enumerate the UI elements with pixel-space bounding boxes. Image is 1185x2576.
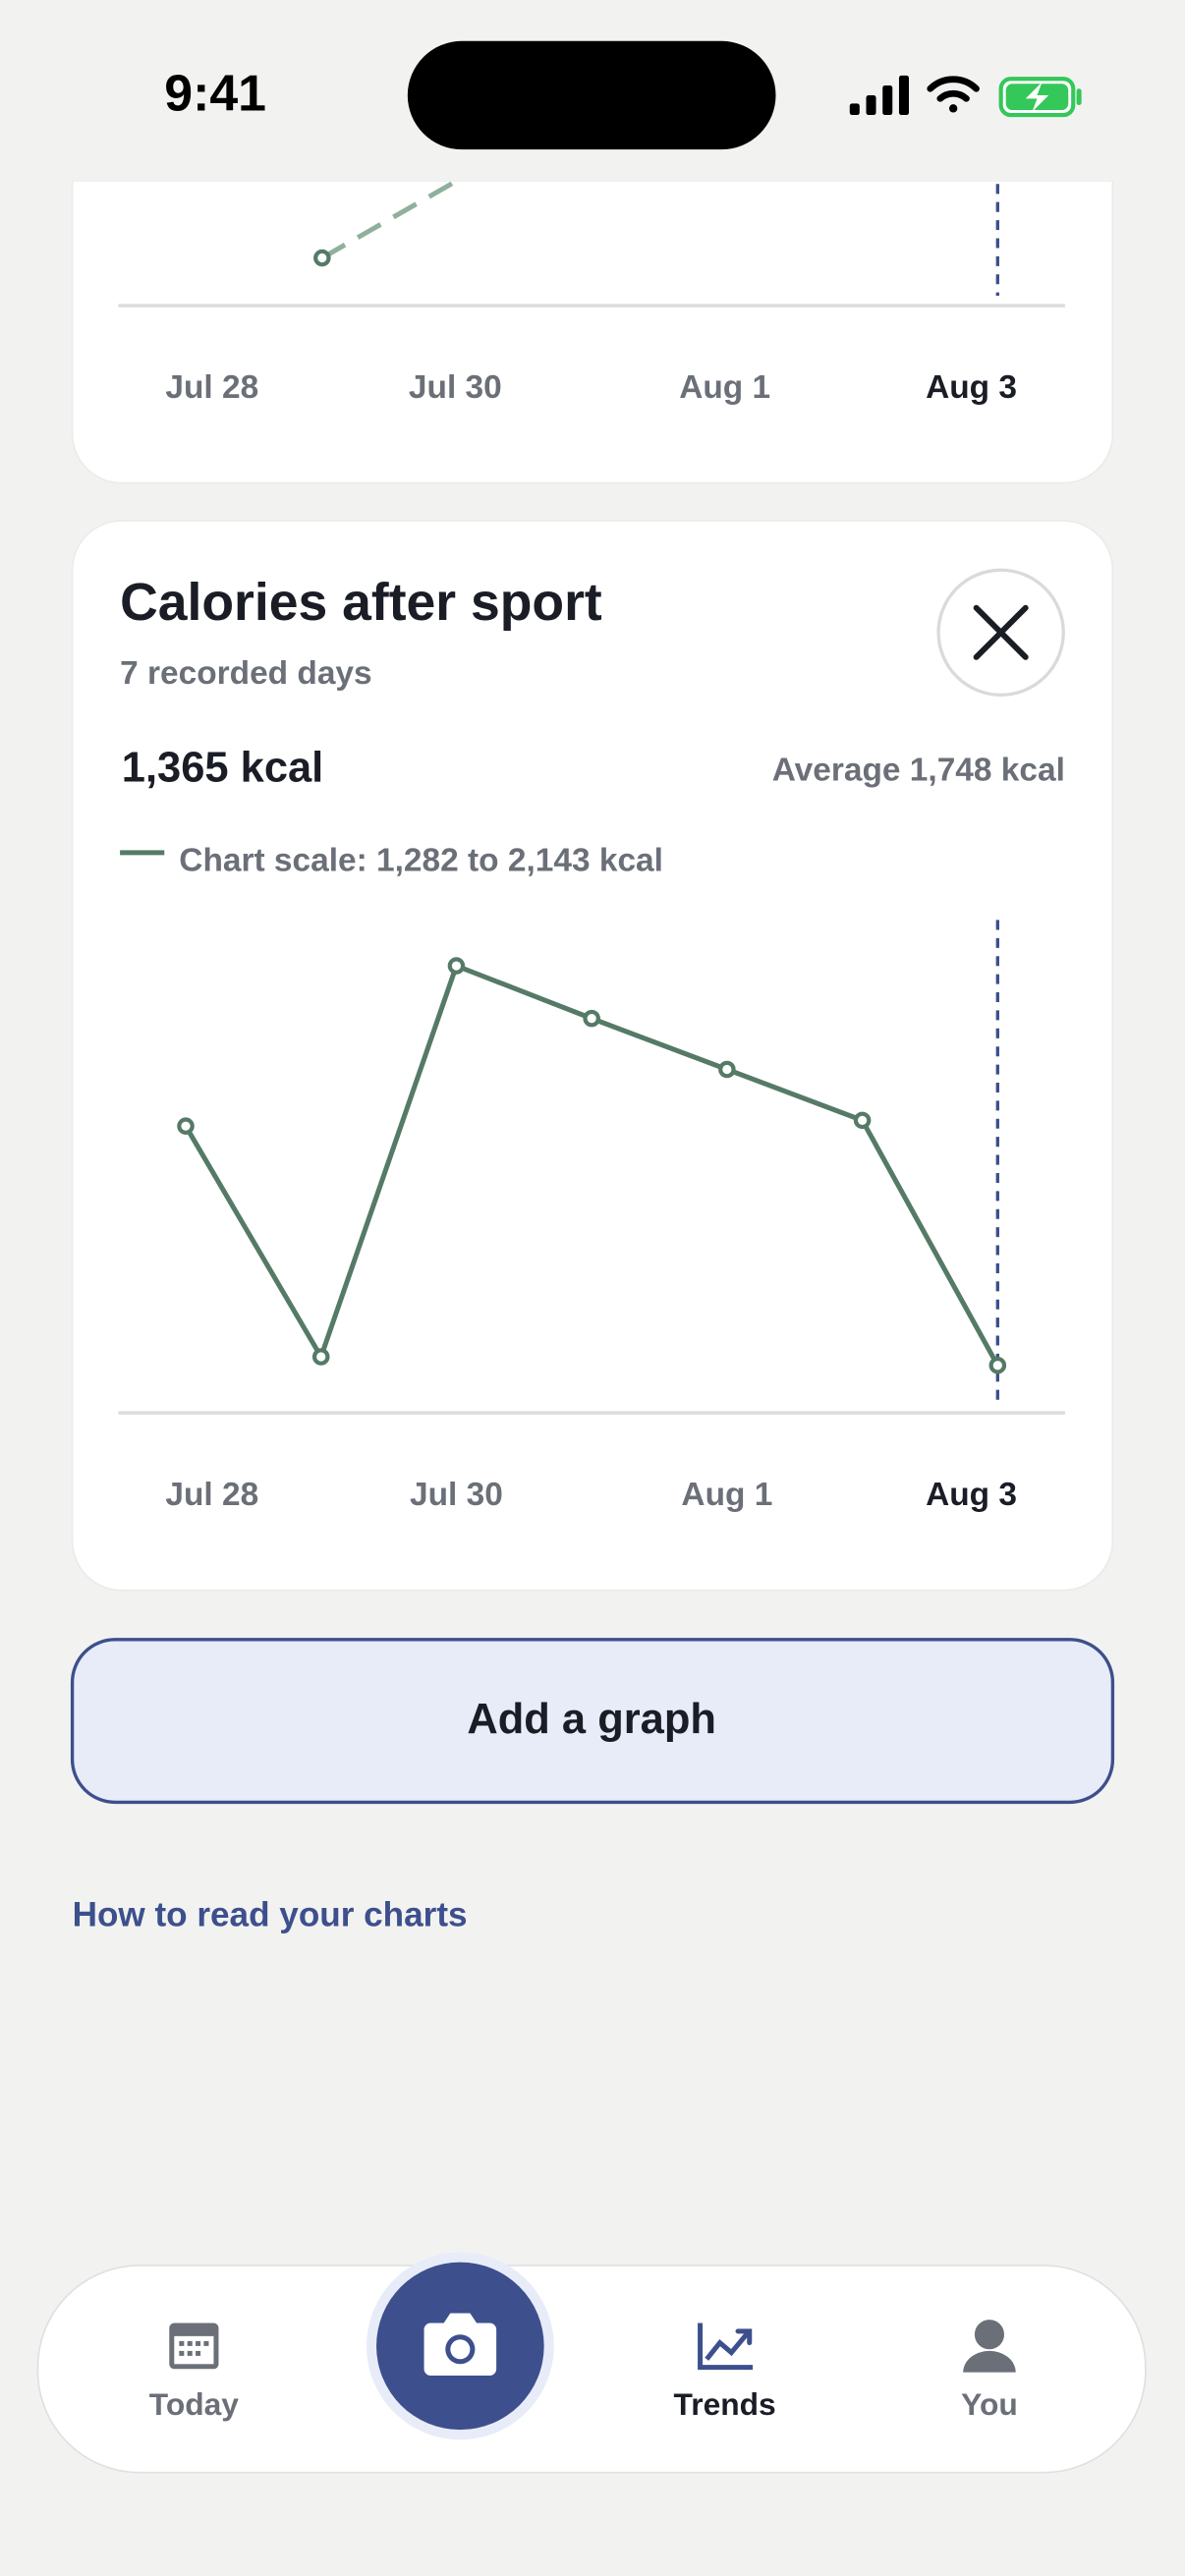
wifi-icon [927, 76, 980, 113]
plot: Jul 28 Jul 30 Aug 1 Aug 3 [118, 920, 1065, 1513]
x-label: Aug 3 [926, 369, 1017, 406]
previous-line [320, 178, 459, 260]
data-point [853, 1111, 872, 1130]
card-title: Calories after sport [120, 574, 602, 632]
battery-icon [998, 77, 1082, 118]
close-button[interactable] [936, 568, 1065, 698]
x-label: Jul 28 [165, 369, 258, 406]
data-point [718, 1060, 736, 1079]
today-icon [169, 2323, 219, 2370]
data-point [447, 957, 466, 975]
data-point [311, 1348, 330, 1366]
status-time: 9:41 [164, 64, 266, 121]
current-value: 1,365 kcal [122, 745, 323, 792]
average-value: Average 1,748 kcal [772, 753, 1065, 789]
help-link[interactable]: How to read your charts [73, 1896, 468, 1934]
tab-label[interactable]: You [961, 2386, 1018, 2422]
tab-bar [36, 2265, 1147, 2474]
x-label: Aug 1 [679, 369, 770, 406]
button-label: Add a graph [467, 1696, 716, 1743]
previous-point [313, 249, 331, 267]
card-subtitle: 7 recorded days [120, 655, 372, 692]
dynamic-island [407, 40, 776, 150]
legend-label: Chart scale: 1,282 to 2,143 kcal [179, 843, 663, 879]
previous-card [71, 180, 1114, 484]
x-tick-label: Aug 1 [681, 1477, 772, 1513]
camera-button[interactable] [367, 2252, 554, 2440]
x-tick-label: Aug 3 [926, 1477, 1017, 1513]
tab-label[interactable]: Today [149, 2386, 240, 2422]
tab-label[interactable]: Trends [674, 2386, 776, 2422]
data-point [583, 1009, 600, 1028]
signal-icon [849, 75, 909, 116]
x-tick-label: Jul 28 [165, 1477, 258, 1513]
trends-icon [698, 2323, 754, 2371]
add-graph-button[interactable]: Add a graph [70, 1638, 1115, 1805]
x-label: Jul 30 [409, 369, 502, 406]
you-icon [963, 2320, 1016, 2373]
x-tick-label: Jul 30 [410, 1477, 503, 1513]
data-point [177, 1117, 195, 1135]
data-point [988, 1356, 1007, 1374]
